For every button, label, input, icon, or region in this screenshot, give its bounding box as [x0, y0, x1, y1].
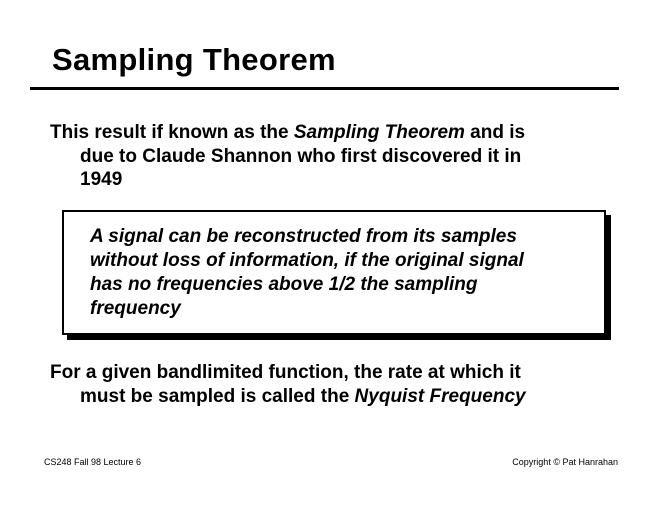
paragraph-nyquist: For a given bandlimited function, the ra…: [50, 361, 526, 408]
paragraph-line: 1949: [80, 169, 123, 190]
footer-course: CS248 Fall 98 Lecture 6: [44, 457, 142, 467]
paragraph-line: For a given bandlimited function, the ra…: [50, 362, 521, 383]
theorem-statement: A signal can be reconstructed from its s…: [90, 225, 524, 321]
slide-title: Sampling Theorem: [52, 42, 336, 77]
paragraph-shannon: This result if known as the Sampling The…: [50, 121, 525, 192]
footer-copyright: Copyright © Pat Hanrahan: [512, 457, 618, 467]
theorem-line: without loss of information, if the orig…: [90, 250, 524, 271]
text: and is: [464, 122, 526, 143]
text: This result if known as the: [50, 122, 294, 143]
paragraph-line: This result if known as the Sampling The…: [50, 121, 525, 145]
theorem-line: frequency: [90, 298, 181, 319]
theorem-line: A signal can be reconstructed from its s…: [90, 226, 517, 247]
emphasis-nyquist-frequency: Nyquist Frequency: [354, 385, 526, 407]
text: must be sampled is called the: [80, 385, 355, 407]
paragraph-line: due to Claude Shannon who first discover…: [80, 145, 522, 167]
title-rule: [30, 87, 619, 90]
theorem-box: A signal can be reconstructed from its s…: [62, 210, 606, 335]
theorem-line: has no frequencies above 1/2 the samplin…: [90, 274, 478, 295]
paragraph-line: must be sampled is called the Nyquist Fr…: [50, 385, 526, 409]
emphasis-sampling-theorem: Sampling Theorem: [293, 122, 465, 143]
